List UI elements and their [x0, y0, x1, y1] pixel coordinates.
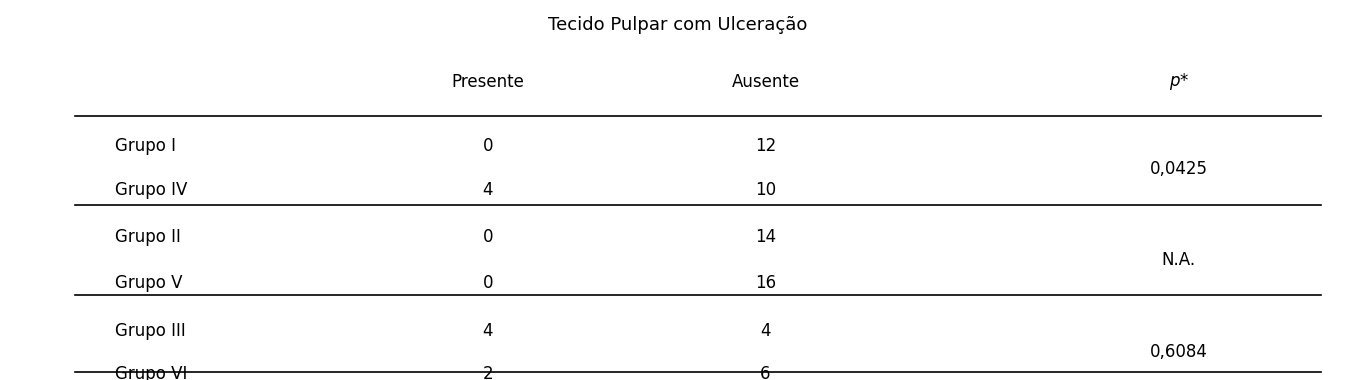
Text: 4: 4 — [760, 321, 771, 340]
Text: 4: 4 — [482, 321, 493, 340]
Text: Ausente: Ausente — [732, 73, 799, 91]
Text: 2: 2 — [482, 365, 493, 380]
Text: 14: 14 — [755, 228, 776, 247]
Text: 0: 0 — [482, 274, 493, 292]
Text: Grupo IV: Grupo IV — [115, 181, 187, 199]
Text: 0: 0 — [482, 228, 493, 247]
Text: 0,6084: 0,6084 — [1150, 343, 1207, 361]
Text: Grupo III: Grupo III — [115, 321, 186, 340]
Text: Presente: Presente — [451, 73, 524, 91]
Text: Grupo I: Grupo I — [115, 137, 176, 155]
Text: N.A.: N.A. — [1161, 251, 1196, 269]
Text: 12: 12 — [755, 137, 776, 155]
Text: 0: 0 — [482, 137, 493, 155]
Text: 0,0425: 0,0425 — [1150, 160, 1207, 178]
Text: 6: 6 — [760, 365, 771, 380]
Text: 16: 16 — [755, 274, 776, 292]
Text: Grupo VI: Grupo VI — [115, 365, 187, 380]
Text: 4: 4 — [482, 181, 493, 199]
Text: Tecido Pulpar com Ulceração: Tecido Pulpar com Ulceração — [547, 16, 808, 34]
Text: Grupo V: Grupo V — [115, 274, 183, 292]
Text: $p$*: $p$* — [1168, 71, 1190, 92]
Text: 10: 10 — [755, 181, 776, 199]
Text: Grupo II: Grupo II — [115, 228, 182, 247]
